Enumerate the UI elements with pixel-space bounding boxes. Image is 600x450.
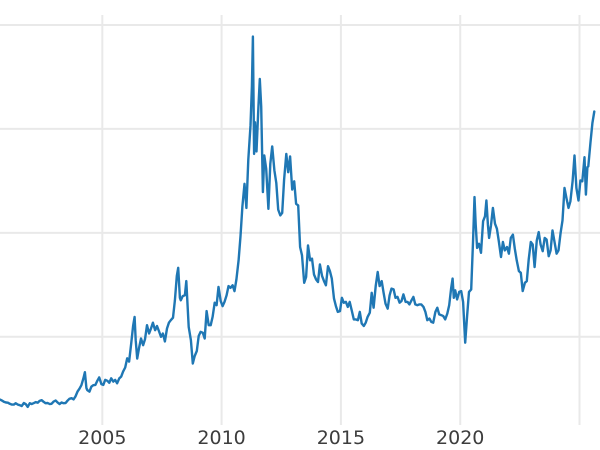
gridlines <box>0 15 600 425</box>
x-tick-label-2020: 2020 <box>436 427 484 449</box>
x-tick-label-2010: 2010 <box>197 427 245 449</box>
price-line-series <box>0 35 596 409</box>
x-tick-label-2015: 2015 <box>317 427 365 449</box>
x-tick-label-2005: 2005 <box>78 427 126 449</box>
price-line <box>0 35 596 409</box>
x-axis-tick-labels: 2005 2010 2015 2020 <box>78 427 484 449</box>
